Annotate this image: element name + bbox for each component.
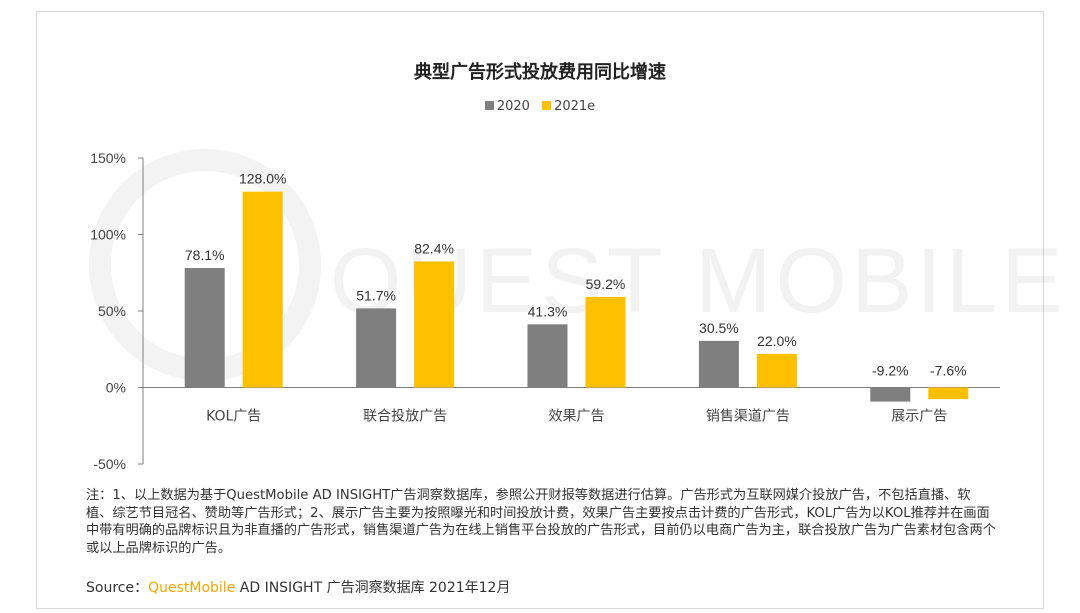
- data-label-2021e-1: 82.4%: [414, 240, 454, 256]
- source-suffix: AD INSIGHT 广告洞察数据库 2021年12月: [235, 580, 511, 596]
- footnote: 注：1、以上数据为基于QuestMobile AD INSIGHT广告洞察数据库…: [86, 488, 996, 556]
- bar-2020-2: [527, 324, 568, 388]
- data-label-2021e-2: 59.2%: [586, 276, 626, 292]
- source-line: Source：QuestMobile AD INSIGHT 广告洞察数据库 20…: [86, 577, 510, 597]
- legend-swatch-2020: [484, 101, 494, 110]
- data-label-2021e-4: -7.6%: [930, 363, 967, 379]
- data-label-2020-4: -9.2%: [872, 363, 909, 379]
- bar-2021e-0: [242, 191, 283, 388]
- x-category-label: 效果广告: [549, 409, 605, 425]
- data-label-2020-1: 51.7%: [356, 287, 396, 303]
- data-label-2020-2: 41.3%: [528, 303, 568, 319]
- bar-2020-1: [356, 308, 397, 388]
- legend-swatch-2021e: [542, 101, 552, 110]
- data-label-2020-0: 78.1%: [185, 247, 225, 263]
- data-label-2021e-0: 128.0%: [239, 171, 286, 187]
- y-tick-label: 100%: [90, 227, 126, 243]
- y-tick-label: 150%: [90, 150, 126, 166]
- bar-2021e-3: [756, 353, 797, 388]
- chart-title: 典型广告形式投放费用同比增速: [414, 62, 666, 83]
- bar-2021e-2: [585, 296, 626, 388]
- x-category-label: 销售渠道广告: [706, 409, 790, 425]
- y-tick-label: 0%: [106, 380, 126, 396]
- x-category-label: 联合投放广告: [363, 409, 447, 425]
- legend-item-2020: 2020: [484, 99, 530, 114]
- legend-item-2021e: 2021e: [542, 99, 595, 114]
- source-brand: QuestMobile: [148, 580, 236, 596]
- legend-label-2021e: 2021e: [554, 99, 596, 114]
- legend: 2020 2021e: [0, 99, 1080, 114]
- bar-2021e-4: [928, 387, 969, 400]
- data-label-2020-3: 30.5%: [699, 320, 739, 336]
- y-tick-label: -50%: [93, 456, 126, 472]
- data-label-2021e-3: 22.0%: [757, 333, 797, 349]
- y-tick-label: 50%: [98, 303, 126, 319]
- legend-label-2020: 2020: [496, 99, 530, 114]
- bar-2021e-1: [414, 261, 455, 388]
- x-category-label: 展示广告: [891, 409, 947, 425]
- x-category-label: KOL广告: [206, 409, 261, 425]
- bar-2020-3: [698, 340, 739, 388]
- bar-2020-4: [870, 387, 911, 402]
- source-prefix: Source：: [86, 580, 149, 596]
- bar-2020-0: [184, 268, 225, 388]
